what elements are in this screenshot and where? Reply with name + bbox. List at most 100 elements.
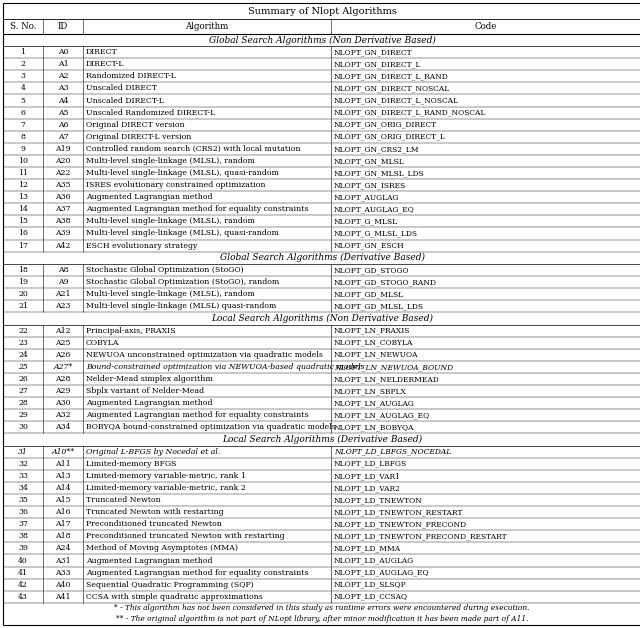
Text: NLOPT_LD_MMA: NLOPT_LD_MMA (334, 544, 401, 553)
Text: 8: 8 (20, 133, 26, 141)
Text: NLOPT_GN_DIRECT: NLOPT_GN_DIRECT (334, 48, 413, 56)
Text: 28: 28 (18, 399, 28, 407)
Text: Multi-level single-linkage (MLSL), quasi-random: Multi-level single-linkage (MLSL), quasi… (86, 229, 279, 237)
Text: NLOPT_LD_SLSQP: NLOPT_LD_SLSQP (334, 581, 406, 588)
Text: NLOPT_GN_MLSL_LDS: NLOPT_GN_MLSL_LDS (334, 169, 424, 177)
Text: 20: 20 (18, 290, 28, 298)
Text: NLOPT_LD_TNEWTON_PRECOND: NLOPT_LD_TNEWTON_PRECOND (334, 520, 467, 528)
Text: Algorithm: Algorithm (186, 22, 228, 31)
Text: Augmented Lagrangian method: Augmented Lagrangian method (86, 399, 212, 407)
Text: NLOPT_GD_MLSL_LDS: NLOPT_GD_MLSL_LDS (334, 302, 424, 310)
Text: A15: A15 (55, 496, 71, 504)
Text: 33: 33 (18, 472, 28, 480)
Text: NLOPT_LD_TNEWTON: NLOPT_LD_TNEWTON (334, 496, 423, 504)
Text: NEWUOA unconstrained optimization via quadratic models: NEWUOA unconstrained optimization via qu… (86, 351, 323, 359)
Text: 41: 41 (18, 568, 28, 577)
Text: Summary of Nlopt Algorithms: Summary of Nlopt Algorithms (248, 6, 396, 16)
Text: Augmented Lagrangian method for equality constraints: Augmented Lagrangian method for equality… (86, 205, 308, 214)
Text: 4: 4 (20, 84, 26, 92)
Text: Limited-memory variable-metric, rank 1: Limited-memory variable-metric, rank 1 (86, 472, 246, 480)
Text: NLOPT_LN_AUGLAG_EQ: NLOPT_LN_AUGLAG_EQ (334, 411, 430, 420)
Text: NLOPT_GN_MLSL: NLOPT_GN_MLSL (334, 157, 404, 165)
Text: A27*: A27* (53, 363, 72, 371)
Text: 6: 6 (20, 109, 26, 117)
Text: NLOPT_GN_DIRECT_L_NOSCAL: NLOPT_GN_DIRECT_L_NOSCAL (334, 97, 459, 104)
Text: 2: 2 (20, 60, 26, 68)
Text: 13: 13 (18, 193, 28, 201)
Text: 43: 43 (18, 593, 28, 601)
Text: NLOPT_GN_ORIG_DIRECT_L: NLOPT_GN_ORIG_DIRECT_L (334, 133, 446, 141)
Text: NLOPT_G_MLSL_LDS: NLOPT_G_MLSL_LDS (334, 229, 418, 237)
Text: A13: A13 (55, 472, 71, 480)
Text: 23: 23 (18, 338, 28, 347)
Text: ESCH evolutionary strategy: ESCH evolutionary strategy (86, 242, 197, 249)
Text: NLOPT_LN_AUGLAG: NLOPT_LN_AUGLAG (334, 399, 415, 407)
Text: Code: Code (475, 22, 497, 31)
Text: ** - The original algorithm is not part of NLopt library, after minor modificati: ** - The original algorithm is not part … (116, 615, 528, 624)
Text: NLOPT_LN_BOBYQA: NLOPT_LN_BOBYQA (334, 423, 415, 431)
Text: A3: A3 (58, 84, 68, 92)
Text: A40: A40 (55, 581, 71, 588)
Text: Limited-memory variable-metric, rank 2: Limited-memory variable-metric, rank 2 (86, 484, 246, 492)
Text: NLOPT_LD_LBFGS: NLOPT_LD_LBFGS (334, 460, 407, 468)
Text: A42: A42 (55, 242, 70, 249)
Text: 29: 29 (18, 411, 28, 420)
Text: Global Search Algorithms (Derivative Based): Global Search Algorithms (Derivative Bas… (220, 253, 424, 263)
Text: Original L-BFGS by Nocedal et al.: Original L-BFGS by Nocedal et al. (86, 448, 220, 456)
Text: S. No.: S. No. (10, 22, 36, 31)
Text: A14: A14 (55, 484, 71, 492)
Text: 7: 7 (20, 121, 26, 129)
Text: A25: A25 (55, 338, 70, 347)
Text: NLOPT_GN_CRS2_LM: NLOPT_GN_CRS2_LM (334, 145, 419, 153)
Text: 19: 19 (18, 278, 28, 286)
Text: NLOPT_GN_ISRES: NLOPT_GN_ISRES (334, 181, 406, 189)
Text: NLOPT_AUGLAG_EQ: NLOPT_AUGLAG_EQ (334, 205, 415, 214)
Text: Augmented Lagrangian method for equality constraints: Augmented Lagrangian method for equality… (86, 411, 308, 420)
Text: 17: 17 (18, 242, 28, 249)
Text: Multi-level single-linkage (MLSL), quasi-random: Multi-level single-linkage (MLSL), quasi… (86, 169, 279, 177)
Text: DIRECT: DIRECT (86, 48, 118, 56)
Text: 25: 25 (18, 363, 28, 371)
Text: 42: 42 (18, 581, 28, 588)
Text: Augmented Lagrangian method: Augmented Lagrangian method (86, 556, 212, 565)
Text: A23: A23 (55, 302, 71, 310)
Text: Unscaled DIRECT: Unscaled DIRECT (86, 84, 157, 92)
Text: A38: A38 (55, 217, 71, 225)
Text: A35: A35 (55, 181, 71, 189)
Text: NLOPT_LN_SBPLX: NLOPT_LN_SBPLX (334, 387, 407, 395)
Text: A18: A18 (55, 533, 71, 540)
Text: A7: A7 (58, 133, 68, 141)
Text: A19: A19 (55, 145, 71, 153)
Text: A37: A37 (55, 205, 71, 214)
Text: Multi-level single-linkage (MLSL), random: Multi-level single-linkage (MLSL), rando… (86, 290, 255, 298)
Text: Limited-memory BFGS: Limited-memory BFGS (86, 460, 177, 468)
Text: 9: 9 (20, 145, 26, 153)
Text: 39: 39 (18, 544, 28, 553)
Text: A9: A9 (58, 278, 68, 286)
Text: A32: A32 (55, 411, 71, 420)
Text: 18: 18 (18, 266, 28, 274)
Text: Multi-level single-linkage (MLSL), random: Multi-level single-linkage (MLSL), rando… (86, 217, 255, 225)
Text: 35: 35 (18, 496, 28, 504)
Text: A29: A29 (55, 387, 71, 395)
Text: 30: 30 (18, 423, 28, 431)
Text: NLOPT_GN_DIRECT_L_RAND_NOSCAL: NLOPT_GN_DIRECT_L_RAND_NOSCAL (334, 109, 486, 117)
Text: 32: 32 (18, 460, 28, 468)
Text: NLOPT_LN_COBYLA: NLOPT_LN_COBYLA (334, 338, 413, 347)
Text: 31: 31 (18, 448, 28, 456)
Text: NLOPT_LD_VAR2: NLOPT_LD_VAR2 (334, 484, 401, 492)
Text: A30: A30 (55, 399, 71, 407)
Text: 21: 21 (18, 302, 28, 310)
Text: A34: A34 (55, 423, 71, 431)
Text: 14: 14 (18, 205, 28, 214)
Text: NLOPT_GD_STOGO_RAND: NLOPT_GD_STOGO_RAND (334, 278, 437, 286)
Text: * - This algorithm has not been considered in this study as runtime errors were : * - This algorithm has not been consider… (115, 604, 530, 612)
Text: A41: A41 (55, 593, 71, 601)
Text: A36: A36 (55, 193, 71, 201)
Text: Original DIRECT version: Original DIRECT version (86, 121, 184, 129)
Text: Method of Moving Asymptotes (MMA): Method of Moving Asymptotes (MMA) (86, 544, 238, 553)
Text: NLOPT_LN_NEWUOA: NLOPT_LN_NEWUOA (334, 351, 419, 359)
Text: 10: 10 (18, 157, 28, 165)
Text: A22: A22 (55, 169, 70, 177)
Text: NLOPT_LD_VAR1: NLOPT_LD_VAR1 (334, 472, 401, 480)
